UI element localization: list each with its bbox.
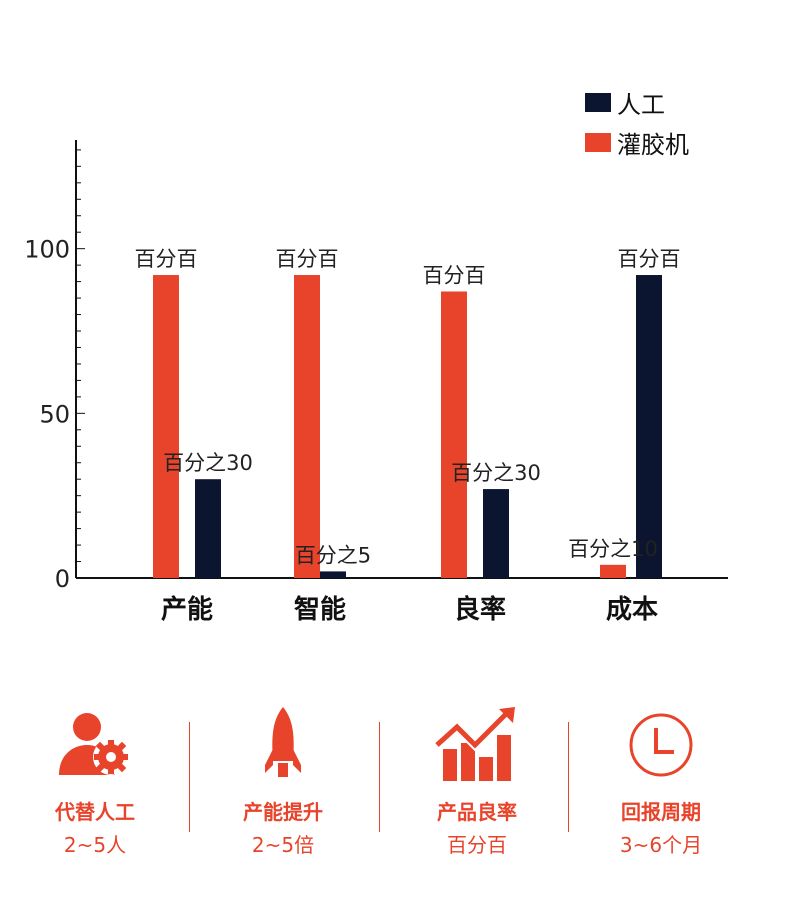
bar-0-1 xyxy=(294,275,320,578)
bar-data-label: 百分之5 xyxy=(295,543,371,567)
feature-divider xyxy=(379,722,380,832)
feature-payback: 回报周期 3~6个月 xyxy=(566,700,756,858)
legend-item-manual: 人工 xyxy=(585,82,689,122)
feature-yield: 产品良率 百分百 xyxy=(382,700,572,858)
growth-chart-icon xyxy=(382,700,572,790)
y-tick-label: 0 xyxy=(55,565,70,593)
chart-bars xyxy=(153,275,662,578)
legend-label-manual: 人工 xyxy=(617,90,665,119)
bar-data-label: 百分百 xyxy=(618,247,681,271)
feature-value: 3~6个月 xyxy=(619,833,703,857)
bar-data-label: 百分百 xyxy=(276,247,339,271)
feature-replace-labor: 代替人工 2~5人 xyxy=(0,700,190,858)
feature-divider xyxy=(568,722,569,832)
bar-data-label: 百分百 xyxy=(423,263,486,287)
chart-legend: 人工 灌胶机 xyxy=(585,82,689,162)
x-category-label: 智能 xyxy=(294,594,346,625)
bar-1-3 xyxy=(636,275,662,578)
feature-title: 代替人工 xyxy=(55,800,135,824)
feature-divider xyxy=(189,722,190,832)
legend-item-machine: 灌胶机 xyxy=(585,122,689,162)
bar-0-3 xyxy=(600,564,626,578)
x-category-label: 良率 xyxy=(454,594,506,625)
x-category-label: 产能 xyxy=(161,594,213,625)
chart-axes: 0 50 100 xyxy=(24,140,728,593)
feature-title: 产品良率 xyxy=(437,800,517,824)
y-tick-label: 100 xyxy=(24,236,70,264)
y-tick-label: 50 xyxy=(39,400,70,428)
rocket-icon xyxy=(188,700,378,790)
bar-1-2 xyxy=(483,489,509,578)
bar-data-label: 百分之30 xyxy=(451,461,541,485)
x-category-label: 成本 xyxy=(606,595,658,625)
bar-data-label: 百分之30 xyxy=(163,451,253,475)
legend-swatch-machine xyxy=(585,132,611,152)
feature-title: 产能提升 xyxy=(243,800,323,824)
bar-1-0 xyxy=(195,479,221,578)
features-row: 代替人工 2~5人 产能提升 2~5倍 xyxy=(0,700,790,870)
user-gear-icon xyxy=(0,700,190,790)
legend-label-machine: 灌胶机 xyxy=(617,130,689,159)
feature-capacity: 产能提升 2~5倍 xyxy=(188,700,378,858)
bar-data-label: 百分之10 xyxy=(568,537,658,561)
bar-0-0 xyxy=(153,275,179,578)
feature-value: 2~5人 xyxy=(63,833,127,857)
feature-value: 百分百 xyxy=(447,833,507,857)
bar-data-label: 百分百 xyxy=(135,247,198,271)
feature-value: 2~5倍 xyxy=(251,833,315,857)
bar-1-1 xyxy=(320,571,346,578)
feature-title: 回报周期 xyxy=(621,800,701,824)
clock-icon xyxy=(566,700,756,790)
legend-swatch-manual xyxy=(585,92,611,112)
bar-0-2 xyxy=(441,291,467,578)
